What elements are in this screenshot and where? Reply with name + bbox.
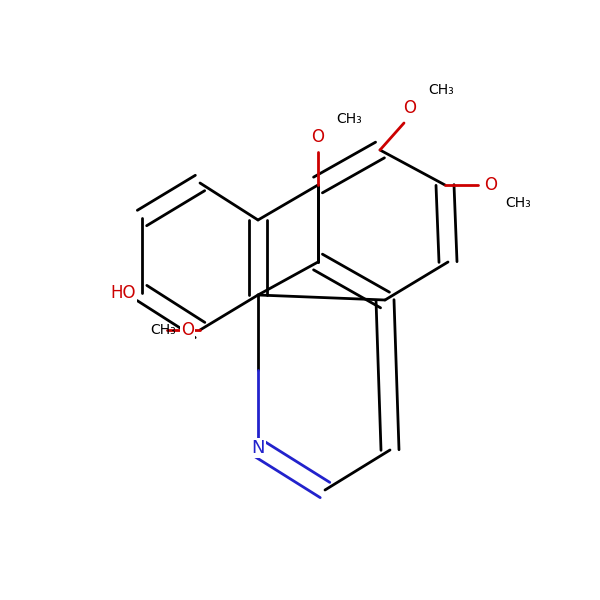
Text: O: O: [311, 128, 325, 146]
Text: O: O: [181, 321, 194, 339]
Text: HO: HO: [110, 284, 136, 302]
Text: CH₃: CH₃: [150, 323, 176, 337]
Text: CH₃: CH₃: [505, 196, 531, 210]
Text: CH₃: CH₃: [336, 112, 362, 126]
Text: O: O: [484, 176, 497, 194]
Text: O: O: [404, 99, 416, 117]
Text: CH₃: CH₃: [428, 83, 454, 97]
Text: N: N: [251, 439, 265, 457]
